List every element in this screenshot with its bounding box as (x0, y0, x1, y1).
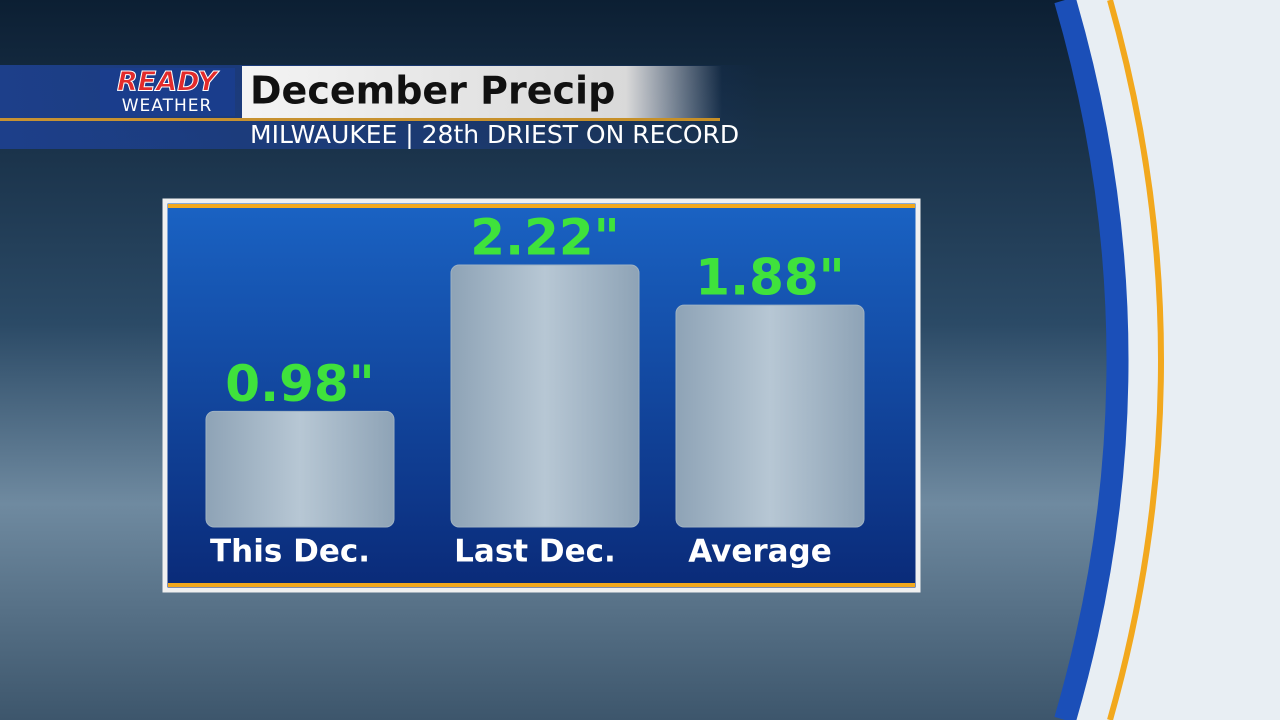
category-label: This Dec. (210, 534, 370, 570)
title-box (242, 66, 722, 118)
header-rule (0, 118, 720, 121)
logo-top: READY (117, 67, 219, 98)
bar (450, 264, 640, 528)
plot: 0.98" This Dec. 2.22" Last Dec. 1.88" Average (205, 209, 865, 570)
value-label: 0.98" (225, 355, 374, 413)
category-label: Average (688, 534, 832, 570)
panel-rule-bottom (168, 583, 915, 587)
chart-title: December Precip (250, 69, 615, 113)
logo-bottom: WEATHER (122, 96, 213, 116)
side-panel (1075, 0, 1280, 720)
category-label: Last Dec. (454, 534, 616, 570)
panel-rule-top (168, 204, 915, 208)
side-arc-orange (1107, 0, 1164, 720)
value-label: 1.88" (695, 249, 844, 307)
side-arc (1054, 0, 1129, 720)
bar (675, 304, 865, 528)
value-label: 2.22" (470, 209, 619, 267)
logo-box (100, 68, 235, 116)
bar (205, 410, 395, 528)
chart-subtitle: MILWAUKEE | 28th DRIEST ON RECORD (250, 120, 739, 149)
